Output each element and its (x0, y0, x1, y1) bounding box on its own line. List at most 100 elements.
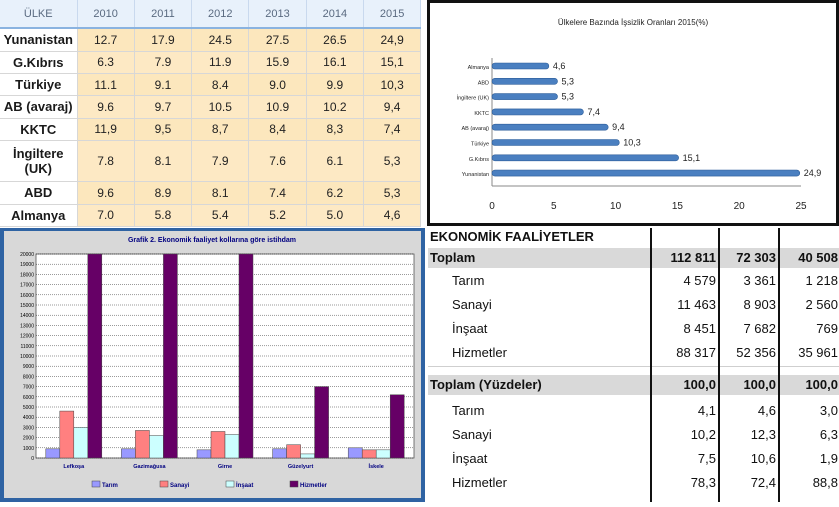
country-cell: G.Kıbrıs (0, 51, 78, 74)
value-cell: 9.0 (248, 73, 307, 97)
row-label: Toplam (Yüzdeler) (430, 377, 542, 392)
value-cell: 100,0 (805, 377, 838, 392)
value-cell: 11,9 (77, 118, 135, 142)
year-column-header: 2011 (134, 0, 193, 29)
table-row: İnşaat 7,5 10,6 1,9 (428, 449, 839, 469)
country-cell: İngiltere (UK) (0, 140, 78, 183)
data-label: 10,3 (623, 138, 641, 148)
x-tick-label: 25 (795, 201, 807, 212)
row-label: Sanayi (452, 297, 492, 312)
unemployment-table: ÜLKE 2010 2011 2012 2013 2014 2015 Yunan… (0, 0, 422, 228)
value-cell: 8,3 (306, 118, 364, 142)
chart-title: Grafik 2. Ekonomik faaliyet kollarına gö… (128, 237, 296, 244)
value-cell: 88,8 (812, 475, 838, 490)
x-tick-label: 5 (551, 201, 557, 212)
row-label: Tarım (452, 403, 485, 418)
y-tick-label: 5000 (23, 405, 34, 411)
y-tick-label: 20000 (20, 252, 34, 258)
category-label: Yunanistan (462, 172, 489, 178)
category-label: G.Kıbrıs (469, 157, 489, 163)
column-bar (45, 448, 61, 459)
bar (491, 78, 558, 85)
column-bar (73, 427, 89, 459)
table-row: Almanya 7.0 5.8 5.4 5.2 5.0 4,6 (0, 204, 422, 228)
y-tick-label: 18000 (20, 272, 34, 278)
y-tick-label: 15000 (20, 303, 34, 309)
value-cell: 7.0 (77, 204, 135, 228)
category-label: AB (avaraj) (461, 126, 489, 132)
value-cell: 10,3 (363, 73, 422, 97)
column-bar (238, 253, 254, 459)
value-cell: 24,9 (363, 28, 422, 52)
x-tick-label: 20 (734, 201, 746, 212)
y-tick-label: 10000 (20, 354, 34, 360)
row-label: İnşaat (452, 451, 488, 466)
y-tick-label: 12000 (20, 334, 34, 340)
table-row: Sanayi 11 463 8 903 2 560 (428, 295, 839, 315)
x-tick-label: 10 (610, 201, 622, 212)
category-label: Girne (218, 464, 232, 470)
value-cell: 2 560 (805, 297, 838, 312)
value-cell: 5.0 (306, 204, 364, 228)
row-label: İnşaat (452, 321, 488, 336)
y-tick-label: 13000 (20, 323, 34, 329)
value-cell: 10,2 (690, 427, 716, 442)
value-cell: 9,5 (134, 118, 193, 142)
value-cell: 8,7 (191, 118, 250, 142)
bar (491, 169, 801, 177)
column-bar (286, 444, 301, 459)
y-tick-label: 19000 (20, 262, 34, 268)
value-cell: 11.1 (77, 73, 135, 97)
data-label: 15,1 (683, 153, 701, 163)
economic-activity-table: EKONOMİK FAALİYETLER Toplam 112 811 72 303… (428, 228, 839, 502)
employment-column-chart: Grafik 2. Ekonomik faaliyet kollarına gö… (4, 231, 421, 498)
x-tick-label: 0 (489, 201, 495, 212)
y-tick-label: 8000 (23, 374, 34, 380)
bar (491, 123, 609, 131)
year-column-header: 2010 (77, 0, 135, 29)
category-label: Güzelyurt (288, 464, 314, 470)
y-tick-label: 16000 (20, 293, 34, 299)
column-bar (361, 449, 377, 459)
country-cell: KKTC (0, 118, 78, 142)
column-bar (375, 449, 391, 459)
value-cell: 9.6 (77, 95, 135, 119)
bar (491, 139, 620, 146)
column-bar (59, 410, 75, 459)
value-cell: 9,4 (363, 95, 422, 119)
value-cell: 8.1 (191, 181, 250, 205)
value-cell: 10.9 (248, 95, 307, 119)
category-label: Lefkoşa (63, 464, 85, 470)
year-column-header: 2013 (248, 0, 307, 29)
table-row: Türkiye 11.1 9.1 8.4 9.0 9.9 10,3 (0, 73, 422, 97)
value-cell: 78,3 (690, 475, 716, 490)
value-cell: 15.9 (248, 51, 307, 74)
value-cell: 7.9 (134, 51, 193, 74)
legend-swatch (289, 480, 299, 488)
value-cell: 8.4 (191, 73, 250, 97)
value-cell: 1,9 (819, 451, 838, 466)
column-bar (347, 447, 363, 459)
y-tick-label: 4000 (23, 415, 34, 421)
category-label: Türkiye (471, 142, 489, 148)
value-cell: 6.1 (306, 140, 364, 183)
category-label: ABD (478, 80, 489, 86)
year-column-header: 2012 (191, 0, 250, 29)
column-bar (314, 386, 329, 459)
value-cell: 7.8 (77, 140, 135, 183)
table-row: Yunanistan 12.7 17.9 24.5 27.5 26.5 24,9 (0, 28, 422, 52)
value-cell: 3 361 (743, 273, 776, 288)
legend-swatch (159, 480, 169, 488)
unemployment-bar-chart: Ülkelere Bazında İşsizlik Oranları 2015(… (457, 18, 822, 212)
value-cell: 8 451 (683, 321, 716, 336)
column-bar (121, 448, 136, 459)
column-bar (300, 453, 315, 459)
table-row: Toplam (Yüzdeler) 100,0 100,0 100,0 (428, 375, 839, 395)
row-label: Hizmetler (452, 345, 507, 360)
value-cell: 7 682 (743, 321, 776, 336)
value-cell: 7.6 (248, 140, 307, 183)
bar (491, 108, 584, 116)
value-cell: 100,0 (683, 377, 716, 392)
value-cell: 7,5 (697, 451, 716, 466)
value-cell: 5.4 (191, 204, 250, 228)
